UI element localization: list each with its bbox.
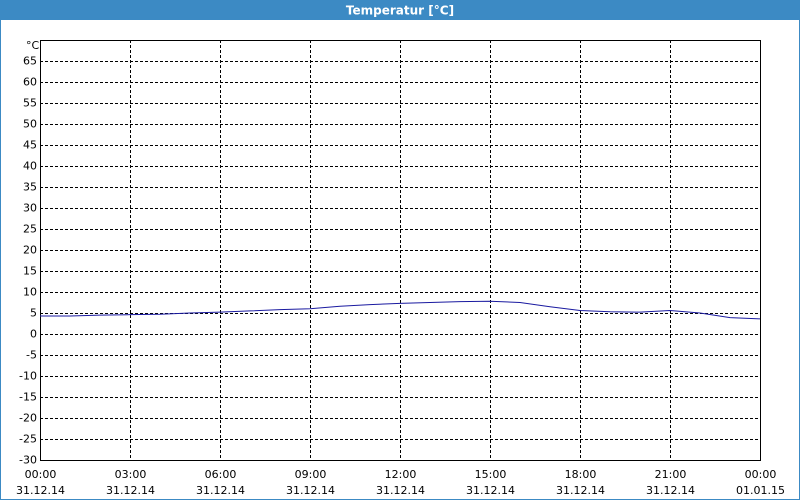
- y-tick-label: -30: [19, 454, 37, 467]
- x-tick-label: 21:00: [655, 468, 687, 481]
- y-tick-label: -25: [19, 433, 37, 446]
- x-tick-label: 00:00: [745, 468, 777, 481]
- x-tick-date: 31.12.14: [556, 484, 605, 497]
- y-tick-label: 20: [23, 244, 37, 257]
- x-tick-label: 12:00: [385, 468, 417, 481]
- x-tick-label: 18:00: [565, 468, 597, 481]
- y-tick-label: 15: [23, 265, 37, 278]
- y-tick-label: 50: [23, 118, 37, 131]
- y-axis-label: °C: [26, 39, 40, 52]
- x-tick-label: 00:00: [25, 468, 57, 481]
- title-bar: [0, 0, 800, 20]
- x-tick-label: 09:00: [295, 468, 327, 481]
- x-tick-label: 06:00: [205, 468, 237, 481]
- y-tick-label: 45: [23, 139, 37, 152]
- y-tick-label: -15: [19, 391, 37, 404]
- y-tick-label: 40: [23, 160, 37, 173]
- x-tick-label: 15:00: [475, 468, 507, 481]
- x-tick-date: 31.12.14: [196, 484, 245, 497]
- y-tick-label: 25: [23, 223, 37, 236]
- y-tick-label: -10: [19, 370, 37, 383]
- x-tick-date: 31.12.14: [106, 484, 155, 497]
- y-tick-label: 65: [23, 55, 37, 68]
- x-tick-date: 31.12.14: [376, 484, 425, 497]
- y-tick-label: 35: [23, 181, 37, 194]
- y-tick-label: 0: [30, 328, 37, 341]
- x-tick-label: 03:00: [115, 468, 147, 481]
- x-tick-date: 01.01.15: [736, 484, 785, 497]
- y-tick-label: 60: [23, 76, 37, 89]
- x-tick-date: 31.12.14: [466, 484, 515, 497]
- y-tick-label: 5: [30, 307, 37, 320]
- x-tick-date: 31.12.14: [286, 484, 335, 497]
- title: Temperatur [°C]: [346, 4, 454, 18]
- y-tick-label: 55: [23, 97, 37, 110]
- y-tick-label: -5: [26, 349, 37, 362]
- y-tick-label: -20: [19, 412, 37, 425]
- x-tick-date: 31.12.14: [646, 484, 695, 497]
- y-tick-label: 30: [23, 202, 37, 215]
- x-tick-date: 31.12.14: [16, 484, 65, 497]
- data-line: [40, 300, 761, 320]
- y-tick-label: 10: [23, 286, 37, 299]
